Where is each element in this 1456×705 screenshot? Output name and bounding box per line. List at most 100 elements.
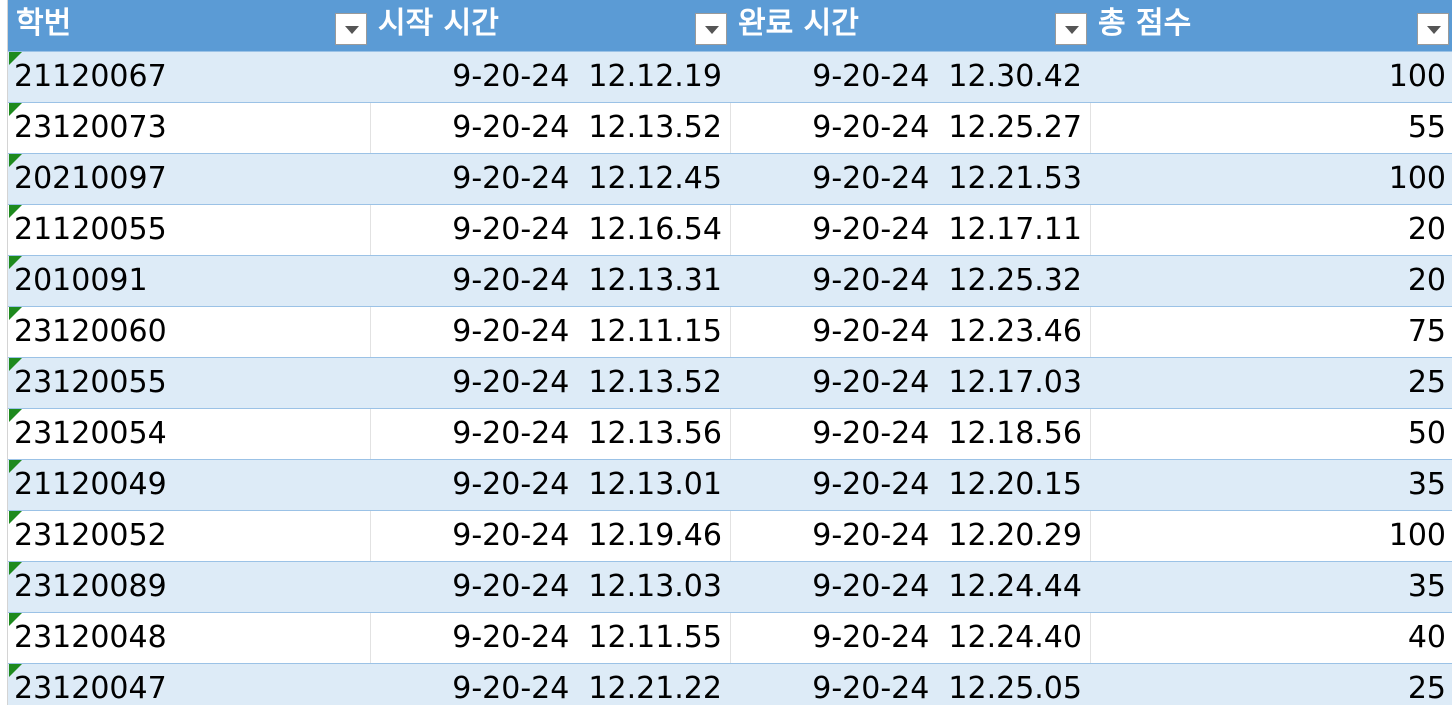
cell-end-time[interactable]: 9-20-24 12.24.44	[730, 562, 1090, 612]
header-total-score[interactable]: 총 점수	[1090, 0, 1452, 51]
header-student-id-label: 학번	[16, 6, 72, 41]
cell-start-time-value: 9-20-24 12.13.03	[452, 569, 722, 604]
cell-start-time[interactable]: 9-20-24 12.11.55	[370, 613, 730, 663]
cell-student-id[interactable]: 21120049	[8, 460, 370, 510]
cell-total-score-value: 25	[1407, 365, 1446, 400]
cell-end-time[interactable]: 9-20-24 12.21.53	[730, 154, 1090, 204]
cell-total-score[interactable]: 100	[1090, 154, 1452, 204]
cell-student-id[interactable]: 20210097	[8, 154, 370, 204]
cell-total-score-value: 100	[1388, 518, 1446, 553]
cell-end-time[interactable]: 9-20-24 12.17.03	[730, 358, 1090, 408]
cell-total-score-value: 100	[1388, 59, 1446, 94]
cell-start-time[interactable]: 9-20-24 12.12.19	[370, 52, 730, 102]
cell-total-score-value: 50	[1407, 416, 1446, 451]
cell-student-id[interactable]: 23120060	[8, 307, 370, 357]
cell-end-time-value: 9-20-24 12.25.27	[812, 110, 1082, 145]
error-indicator-icon	[9, 103, 22, 116]
cell-student-id[interactable]: 21120067	[8, 52, 370, 102]
cell-student-id[interactable]: 23120055	[8, 358, 370, 408]
filter-dropdown-icon[interactable]	[335, 13, 367, 45]
cell-start-time-value: 9-20-24 12.19.46	[452, 518, 722, 553]
cell-student-id-value: 21120049	[14, 467, 167, 502]
cell-end-time-value: 9-20-24 12.20.29	[812, 518, 1082, 553]
cell-total-score[interactable]: 25	[1090, 358, 1452, 408]
cell-end-time-value: 9-20-24 12.17.11	[812, 212, 1082, 247]
cell-student-id[interactable]: 23120047	[8, 664, 370, 705]
cell-student-id[interactable]: 23120073	[8, 103, 370, 153]
cell-start-time[interactable]: 9-20-24 12.16.54	[370, 205, 730, 255]
cell-start-time-value: 9-20-24 12.12.45	[452, 161, 722, 196]
cell-student-id[interactable]: 23120054	[8, 409, 370, 459]
cell-student-id[interactable]: 23120048	[8, 613, 370, 663]
error-indicator-icon	[9, 613, 22, 626]
cell-start-time[interactable]: 9-20-24 12.21.22	[370, 664, 730, 705]
header-student-id[interactable]: 학번	[8, 0, 370, 51]
cell-student-id-value: 23120048	[14, 620, 167, 655]
table-row: 21120049 9-20-24 12.13.01 9-20-24 12.20.15…	[8, 459, 1452, 510]
cell-end-time[interactable]: 9-20-24 12.18.56	[730, 409, 1090, 459]
cell-end-time[interactable]: 9-20-24 12.24.40	[730, 613, 1090, 663]
cell-total-score[interactable]: 75	[1090, 307, 1452, 357]
cell-start-time[interactable]: 9-20-24 12.12.45	[370, 154, 730, 204]
cell-start-time[interactable]: 9-20-24 12.13.52	[370, 358, 730, 408]
header-start-time-label: 시작 시간	[378, 6, 499, 41]
filter-dropdown-icon[interactable]	[1417, 13, 1449, 45]
error-indicator-icon	[9, 460, 22, 473]
cell-total-score[interactable]: 40	[1090, 613, 1452, 663]
cell-total-score[interactable]: 100	[1090, 511, 1452, 561]
cell-end-time[interactable]: 9-20-24 12.23.46	[730, 307, 1090, 357]
cell-start-time[interactable]: 9-20-24 12.13.52	[370, 103, 730, 153]
header-start-time[interactable]: 시작 시간	[370, 0, 730, 51]
error-indicator-icon	[9, 511, 22, 524]
cell-end-time[interactable]: 9-20-24 12.25.32	[730, 256, 1090, 306]
header-end-time[interactable]: 완료 시간	[730, 0, 1090, 51]
cell-start-time[interactable]: 9-20-24 12.13.56	[370, 409, 730, 459]
cell-end-time[interactable]: 9-20-24 12.30.42	[730, 52, 1090, 102]
cell-total-score[interactable]: 35	[1090, 460, 1452, 510]
filter-dropdown-icon[interactable]	[695, 13, 727, 45]
cell-end-time[interactable]: 9-20-24 12.25.05	[730, 664, 1090, 705]
table-row: 23120055 9-20-24 12.13.52 9-20-24 12.17.03…	[8, 357, 1452, 408]
header-total-score-label: 총 점수	[1098, 6, 1192, 41]
cell-start-time-value: 9-20-24 12.16.54	[452, 212, 722, 247]
cell-total-score[interactable]: 50	[1090, 409, 1452, 459]
cell-total-score[interactable]: 20	[1090, 205, 1452, 255]
cell-student-id[interactable]: 23120052	[8, 511, 370, 561]
cell-end-time[interactable]: 9-20-24 12.20.29	[730, 511, 1090, 561]
cell-start-time[interactable]: 9-20-24 12.13.03	[370, 562, 730, 612]
cell-student-id[interactable]: 2010091	[8, 256, 370, 306]
data-table: 학번 시작 시간 완료 시간 총 점수 21120067 9-20-24 12.1…	[8, 0, 1452, 705]
cell-total-score[interactable]: 55	[1090, 103, 1452, 153]
header-end-time-label: 완료 시간	[738, 6, 859, 41]
cell-start-time-value: 9-20-24 12.13.01	[452, 467, 722, 502]
cell-total-score[interactable]: 20	[1090, 256, 1452, 306]
cell-total-score[interactable]: 35	[1090, 562, 1452, 612]
cell-start-time[interactable]: 9-20-24 12.13.01	[370, 460, 730, 510]
cell-total-score[interactable]: 25	[1090, 664, 1452, 705]
cell-start-time-value: 9-20-24 12.21.22	[452, 671, 722, 705]
error-indicator-icon	[9, 154, 22, 167]
cell-end-time[interactable]: 9-20-24 12.17.11	[730, 205, 1090, 255]
cell-end-time[interactable]: 9-20-24 12.25.27	[730, 103, 1090, 153]
cell-start-time-value: 9-20-24 12.13.31	[452, 263, 722, 298]
cell-student-id[interactable]: 21120055	[8, 205, 370, 255]
cell-total-score-value: 55	[1407, 110, 1446, 145]
cell-end-time-value: 9-20-24 12.30.42	[812, 59, 1082, 94]
error-indicator-icon	[9, 664, 22, 677]
filter-dropdown-icon[interactable]	[1055, 13, 1087, 45]
cell-start-time[interactable]: 9-20-24 12.11.15	[370, 307, 730, 357]
cell-total-score[interactable]: 100	[1090, 52, 1452, 102]
cell-student-id-value: 23120073	[14, 110, 167, 145]
cell-total-score-value: 25	[1407, 671, 1446, 705]
cell-end-time[interactable]: 9-20-24 12.20.15	[730, 460, 1090, 510]
cell-start-time[interactable]: 9-20-24 12.19.46	[370, 511, 730, 561]
cell-student-id-value: 20210097	[14, 161, 167, 196]
cell-total-score-value: 75	[1407, 314, 1446, 349]
cell-end-time-value: 9-20-24 12.23.46	[812, 314, 1082, 349]
error-indicator-icon	[9, 562, 22, 575]
error-indicator-icon	[9, 358, 22, 371]
cell-student-id[interactable]: 23120089	[8, 562, 370, 612]
cell-start-time[interactable]: 9-20-24 12.13.31	[370, 256, 730, 306]
cell-student-id-value: 23120055	[14, 365, 167, 400]
